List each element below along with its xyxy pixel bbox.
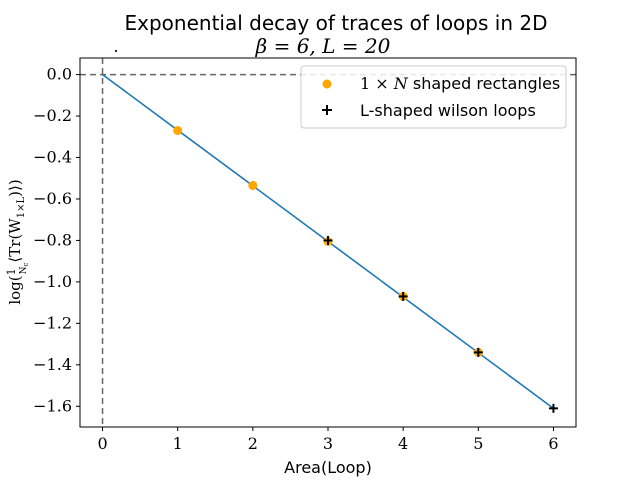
chart-title: Exponential decay of traces of loops in … bbox=[125, 11, 548, 35]
y-tick-label: 0.0 bbox=[47, 65, 72, 84]
y-tick-label: −0.4 bbox=[33, 148, 72, 167]
stray-dot: . bbox=[113, 37, 118, 56]
legend-marker-rectangles bbox=[322, 79, 332, 89]
y-tick-label: −0.6 bbox=[33, 189, 72, 208]
lshaped-point bbox=[398, 291, 408, 301]
x-tick-label: 6 bbox=[548, 434, 558, 453]
legend-label-lshaped: L-shaped wilson loops bbox=[360, 101, 536, 120]
y-axis: 0.0 −0.2 −0.4 −0.6 −0.8 −1.0 −1.2 −1.4 −1.6 bbox=[33, 65, 80, 415]
x-tick-label: 2 bbox=[248, 434, 258, 453]
x-tick-label: 3 bbox=[323, 434, 333, 453]
y-tick-label: −1.6 bbox=[33, 396, 72, 415]
y-axis-label: log(1Nc⟨Tr(W1×L)⟩) bbox=[5, 179, 30, 304]
legend-label-rectangles: 1 × N shaped rectangles bbox=[360, 74, 560, 93]
rectangle-point bbox=[173, 126, 183, 136]
legend-box bbox=[300, 65, 567, 129]
lshaped-point bbox=[473, 347, 483, 357]
chart-subtitle: β = 6, L = 20 bbox=[255, 34, 391, 58]
lshaped-point bbox=[323, 235, 333, 245]
x-tick-label: 5 bbox=[473, 434, 483, 453]
y-tick-label: −0.2 bbox=[33, 106, 72, 125]
lshaped-point bbox=[548, 403, 558, 413]
y-tick-label: −1.4 bbox=[33, 355, 72, 374]
y-tick-label: −1.0 bbox=[33, 272, 72, 291]
rectangle-point bbox=[248, 180, 258, 190]
x-tick-label: 4 bbox=[398, 434, 408, 453]
x-tick-label: 0 bbox=[97, 434, 107, 453]
legend: 1 × N shaped rectangles L-shaped wilson … bbox=[300, 65, 567, 129]
legend-marker-lshaped bbox=[322, 105, 332, 115]
x-axis: 0 1 2 3 4 5 6 bbox=[97, 427, 559, 453]
x-axis-label: Area(Loop) bbox=[284, 458, 372, 477]
y-tick-label: −0.8 bbox=[33, 230, 72, 249]
x-tick-label: 1 bbox=[173, 434, 183, 453]
y-tick-label: −1.2 bbox=[33, 313, 72, 332]
svg-text:log(1Nc⟨Tr(W1×L)⟩): log(1Nc⟨Tr(W1×L)⟩) bbox=[5, 179, 30, 304]
